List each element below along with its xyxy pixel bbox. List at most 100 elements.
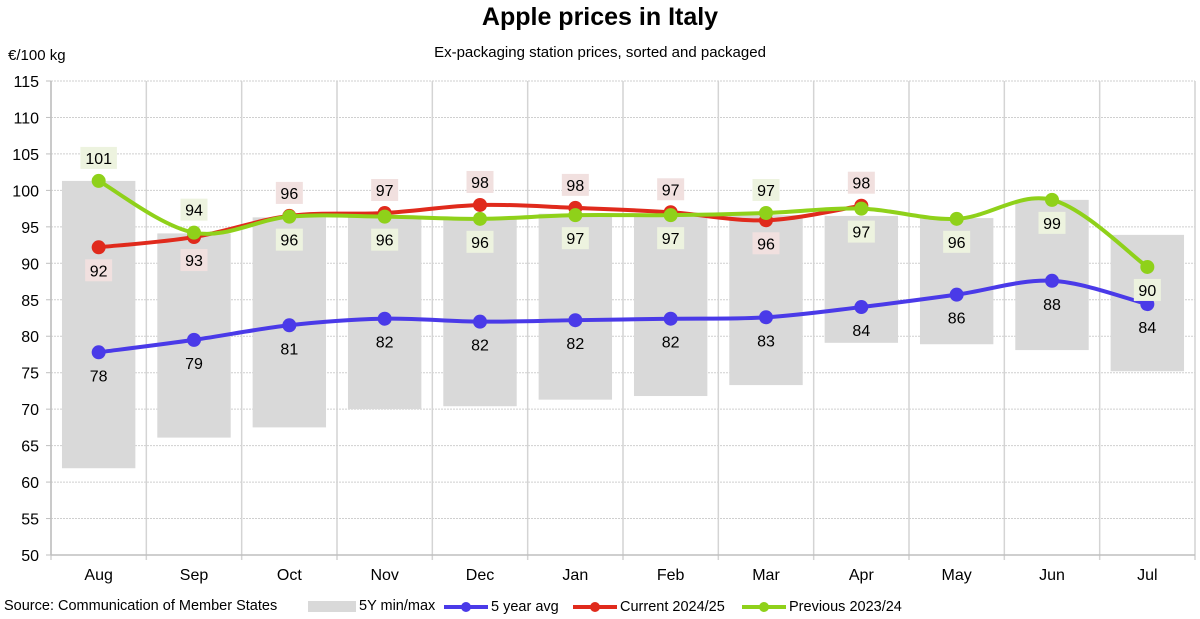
data-label-bg [466,230,494,253]
data-point [282,318,297,333]
legend-item-avg: 5 year avg [444,598,559,616]
data-label: 84 [1138,320,1156,337]
x-tick-label: Apr [849,567,875,584]
legend-swatch-previous [742,602,786,612]
x-tick-label: Jan [562,567,588,584]
data-label-bg [943,230,971,253]
data-label: 82 [376,335,394,352]
data-label-bg [275,181,303,204]
source-note: Source: Communication of Member States [4,598,278,614]
range-bar [61,180,136,469]
legend-label-avg: 5 year avg [491,599,559,615]
data-label: 98 [566,178,584,195]
legend-label-previous: Previous 2023/24 [789,599,902,615]
data-point [759,205,773,220]
data-label: 96 [757,236,775,253]
data-label: 97 [852,225,870,242]
y-tick-label: 95 [21,220,39,237]
data-label-bg [752,178,780,201]
data-point [282,209,297,224]
data-point [949,211,964,226]
data-label-bg [180,249,208,272]
data-label-bg [561,173,589,196]
data-label: 86 [948,311,966,328]
data-label: 94 [185,203,203,220]
data-point [568,313,583,328]
x-tick-label: Mar [752,567,780,584]
x-tick-label: Feb [657,567,685,584]
x-tick-label: Sep [180,567,209,584]
x-tick-label: Nov [370,567,398,584]
data-label-bg [657,178,685,201]
data-label-bg [1038,211,1066,234]
data-label: 97 [376,183,394,200]
data-label: 81 [280,341,298,358]
data-label-bg [752,232,780,255]
data-point [473,211,487,226]
data-label-bg [371,178,399,201]
data-label: 97 [757,183,775,200]
data-label: 93 [185,253,203,270]
legend-label-range: 5Y min/max [359,598,436,614]
data-point [1045,192,1059,207]
chart-title: Apple prices in Italy [481,3,719,31]
data-point [1140,259,1155,274]
data-label: 82 [566,336,584,353]
y-tick-label: 115 [13,74,39,91]
data-label-bg [275,228,303,251]
data-label: 96 [280,186,298,203]
data-label: 78 [90,368,108,385]
y-tick-label: 110 [13,110,39,127]
data-point [473,314,487,329]
data-label: 79 [185,356,203,373]
data-point [759,310,773,325]
chart-plot: 50 55 60 65 70 75 80 85 90 95 100 105 110 115 Aug Sep Oc… [12,74,1196,584]
data-label: 97 [662,182,680,199]
data-point [377,209,392,224]
data-label: 96 [376,233,394,250]
x-tick-label: Dec [466,567,494,584]
range-bars [61,180,1185,469]
data-point [91,173,106,188]
y-tick-label: 60 [21,475,39,492]
data-label: 96 [948,235,966,252]
data-label: 90 [1138,283,1156,300]
data-label: 92 [90,263,108,280]
y-tick-label: 55 [21,512,39,529]
legend-item-current: Current 2024/25 [573,598,725,616]
data-label-bg [85,259,113,282]
chart-subtitle: Ex-packaging station prices, sorted and … [434,44,766,61]
y-tick-label: 105 [12,147,39,164]
legend-swatch-current [573,602,617,612]
data-label: 96 [471,235,489,252]
legend-swatch-avg [444,602,488,612]
legend-swatch-range [308,600,356,612]
y-tick-label: 85 [21,293,39,310]
y-tick-label: 100 [12,183,39,200]
data-label: 82 [662,335,680,352]
y-axis-label: €/100 kg [8,47,66,64]
data-point [91,345,106,360]
y-tick-label: 80 [21,329,39,346]
data-label-bg [466,170,494,193]
data-point [377,311,392,326]
data-label-bg [371,228,399,251]
data-label: 98 [852,176,870,193]
legend-label-current: Current 2024/25 [620,599,725,615]
data-label: 98 [471,175,489,192]
data-labels: 78 79 81 82 82 82 82 83 84 86 88 84 92 93 96 97 98 98 97 96… [80,146,1161,385]
x-tick-label: Oct [277,567,302,584]
data-point [568,208,583,223]
data-point [854,201,869,216]
data-point [1045,273,1059,288]
y-tick-label: 90 [21,256,39,273]
x-tick-label: Jun [1039,567,1065,584]
data-label: 96 [280,233,298,250]
data-label: 88 [1043,297,1061,314]
data-label-bg [561,227,589,250]
y-tick-label: 75 [21,366,39,383]
data-label: 83 [757,333,775,350]
x-tick-label: May [942,567,972,584]
gridlines [50,80,1196,560]
data-label: 82 [471,338,489,355]
